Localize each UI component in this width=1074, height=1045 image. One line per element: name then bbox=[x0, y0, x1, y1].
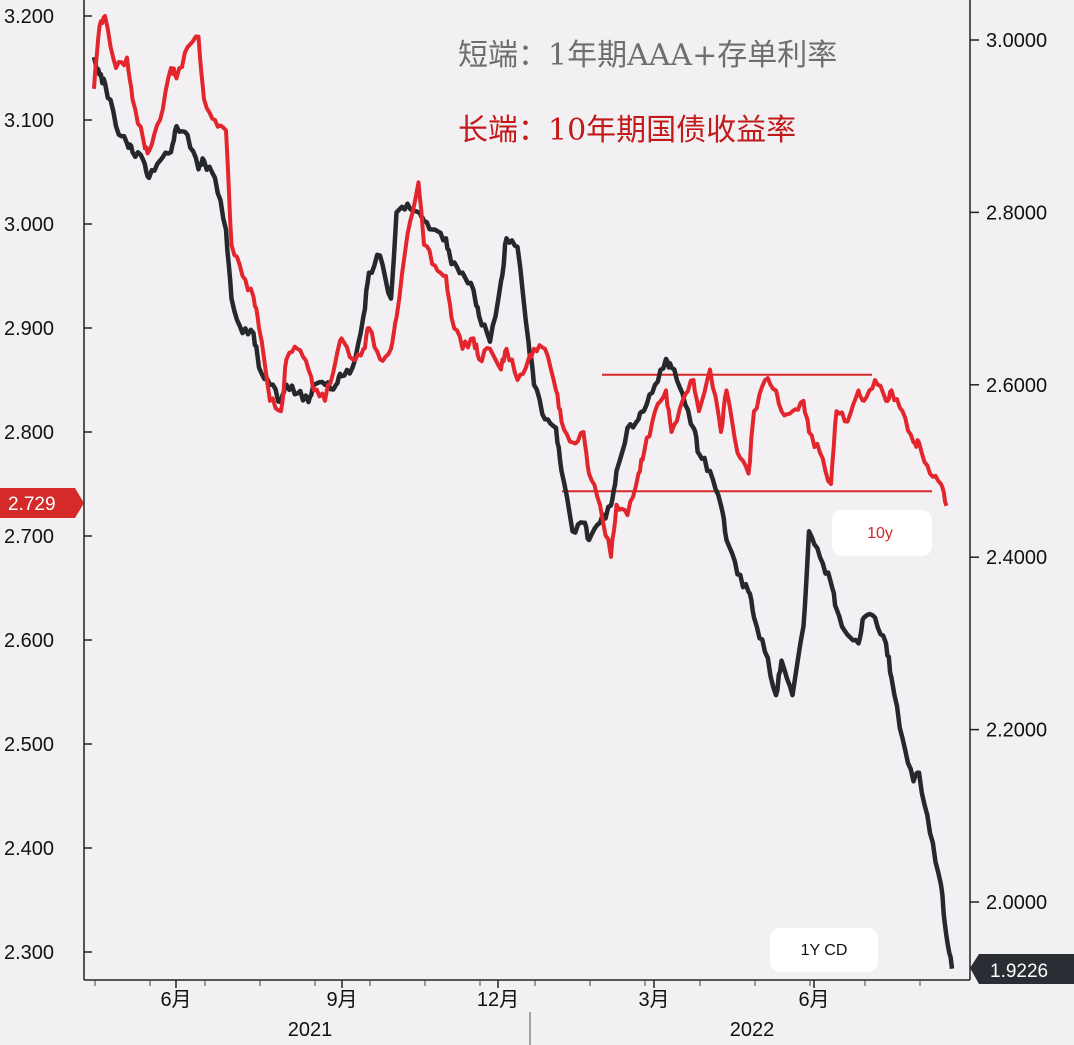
left-value-badge: 2.729 bbox=[0, 488, 84, 518]
tag-10y-box bbox=[832, 510, 932, 556]
tag-1y-cd-box bbox=[770, 928, 878, 972]
right-tick-label: 3.0000 bbox=[986, 30, 1047, 52]
price-channel bbox=[562, 373, 932, 493]
left-tick-label: 3.100 bbox=[4, 110, 54, 132]
left-tick-label: 2.300 bbox=[4, 942, 54, 964]
right-value-badge-shape bbox=[970, 954, 1074, 984]
x-tick-label: 3月 bbox=[638, 989, 669, 1011]
right-tick-label: 2.6000 bbox=[986, 375, 1047, 397]
right-tick-label: 2.0000 bbox=[986, 892, 1047, 914]
right-value-badge: 1.9226 bbox=[970, 954, 1074, 984]
tag-10y: 10y bbox=[832, 510, 932, 556]
x-tick-label: 9月 bbox=[326, 989, 357, 1011]
x-axis-years: 2021 2022 bbox=[288, 1019, 775, 1041]
tag-1y-cd: 1Y CD bbox=[770, 928, 878, 972]
left-tick-label: 2.700 bbox=[4, 526, 54, 548]
left-tick-label: 2.800 bbox=[4, 422, 54, 444]
right-tick-label: 2.2000 bbox=[986, 720, 1047, 742]
x-tick-label: 6月 bbox=[160, 989, 191, 1011]
x-year-label: 2021 bbox=[288, 1019, 333, 1041]
left-tick-label: 2.500 bbox=[4, 734, 54, 756]
right-axis-ticks: 3.0000 2.8000 2.6000 2.4000 2.2000 2.0000 bbox=[970, 30, 1047, 914]
left-tick-label: 2.400 bbox=[4, 838, 54, 860]
left-value-badge-label: 2.729 bbox=[8, 494, 56, 515]
left-tick-label: 3.000 bbox=[4, 214, 54, 236]
left-value-badge-shape bbox=[0, 488, 84, 518]
right-tick-label: 2.8000 bbox=[986, 202, 1047, 224]
x-axis-ticks: 6月 9月 12月 3月 6月 bbox=[94, 980, 921, 1011]
right-value-badge-label: 1.9226 bbox=[990, 961, 1048, 982]
left-tick-label: 2.600 bbox=[4, 630, 54, 652]
x-tick-label: 12月 bbox=[477, 989, 519, 1011]
x-year-label: 2022 bbox=[730, 1019, 775, 1041]
series-line-1y-cd bbox=[91, 56, 955, 969]
legend-short-label: 短端：1年期AAA+存单利率 bbox=[458, 38, 837, 73]
tag-1y-cd-label: 1Y CD bbox=[801, 942, 848, 959]
x-tick-label: 6月 bbox=[798, 989, 829, 1011]
right-tick-label: 2.4000 bbox=[986, 547, 1047, 569]
legend-long-label: 长端：10年期国债收益率 bbox=[458, 113, 796, 148]
tag-10y-label: 10y bbox=[867, 525, 893, 542]
left-tick-label: 2.900 bbox=[4, 318, 54, 340]
series-line-10y bbox=[92, 14, 949, 559]
left-tick-label: 3.200 bbox=[4, 6, 54, 28]
left-axis-ticks: 3.200 3.100 3.000 2.900 2.800 2.700 2.600 2.500… bbox=[4, 6, 92, 964]
